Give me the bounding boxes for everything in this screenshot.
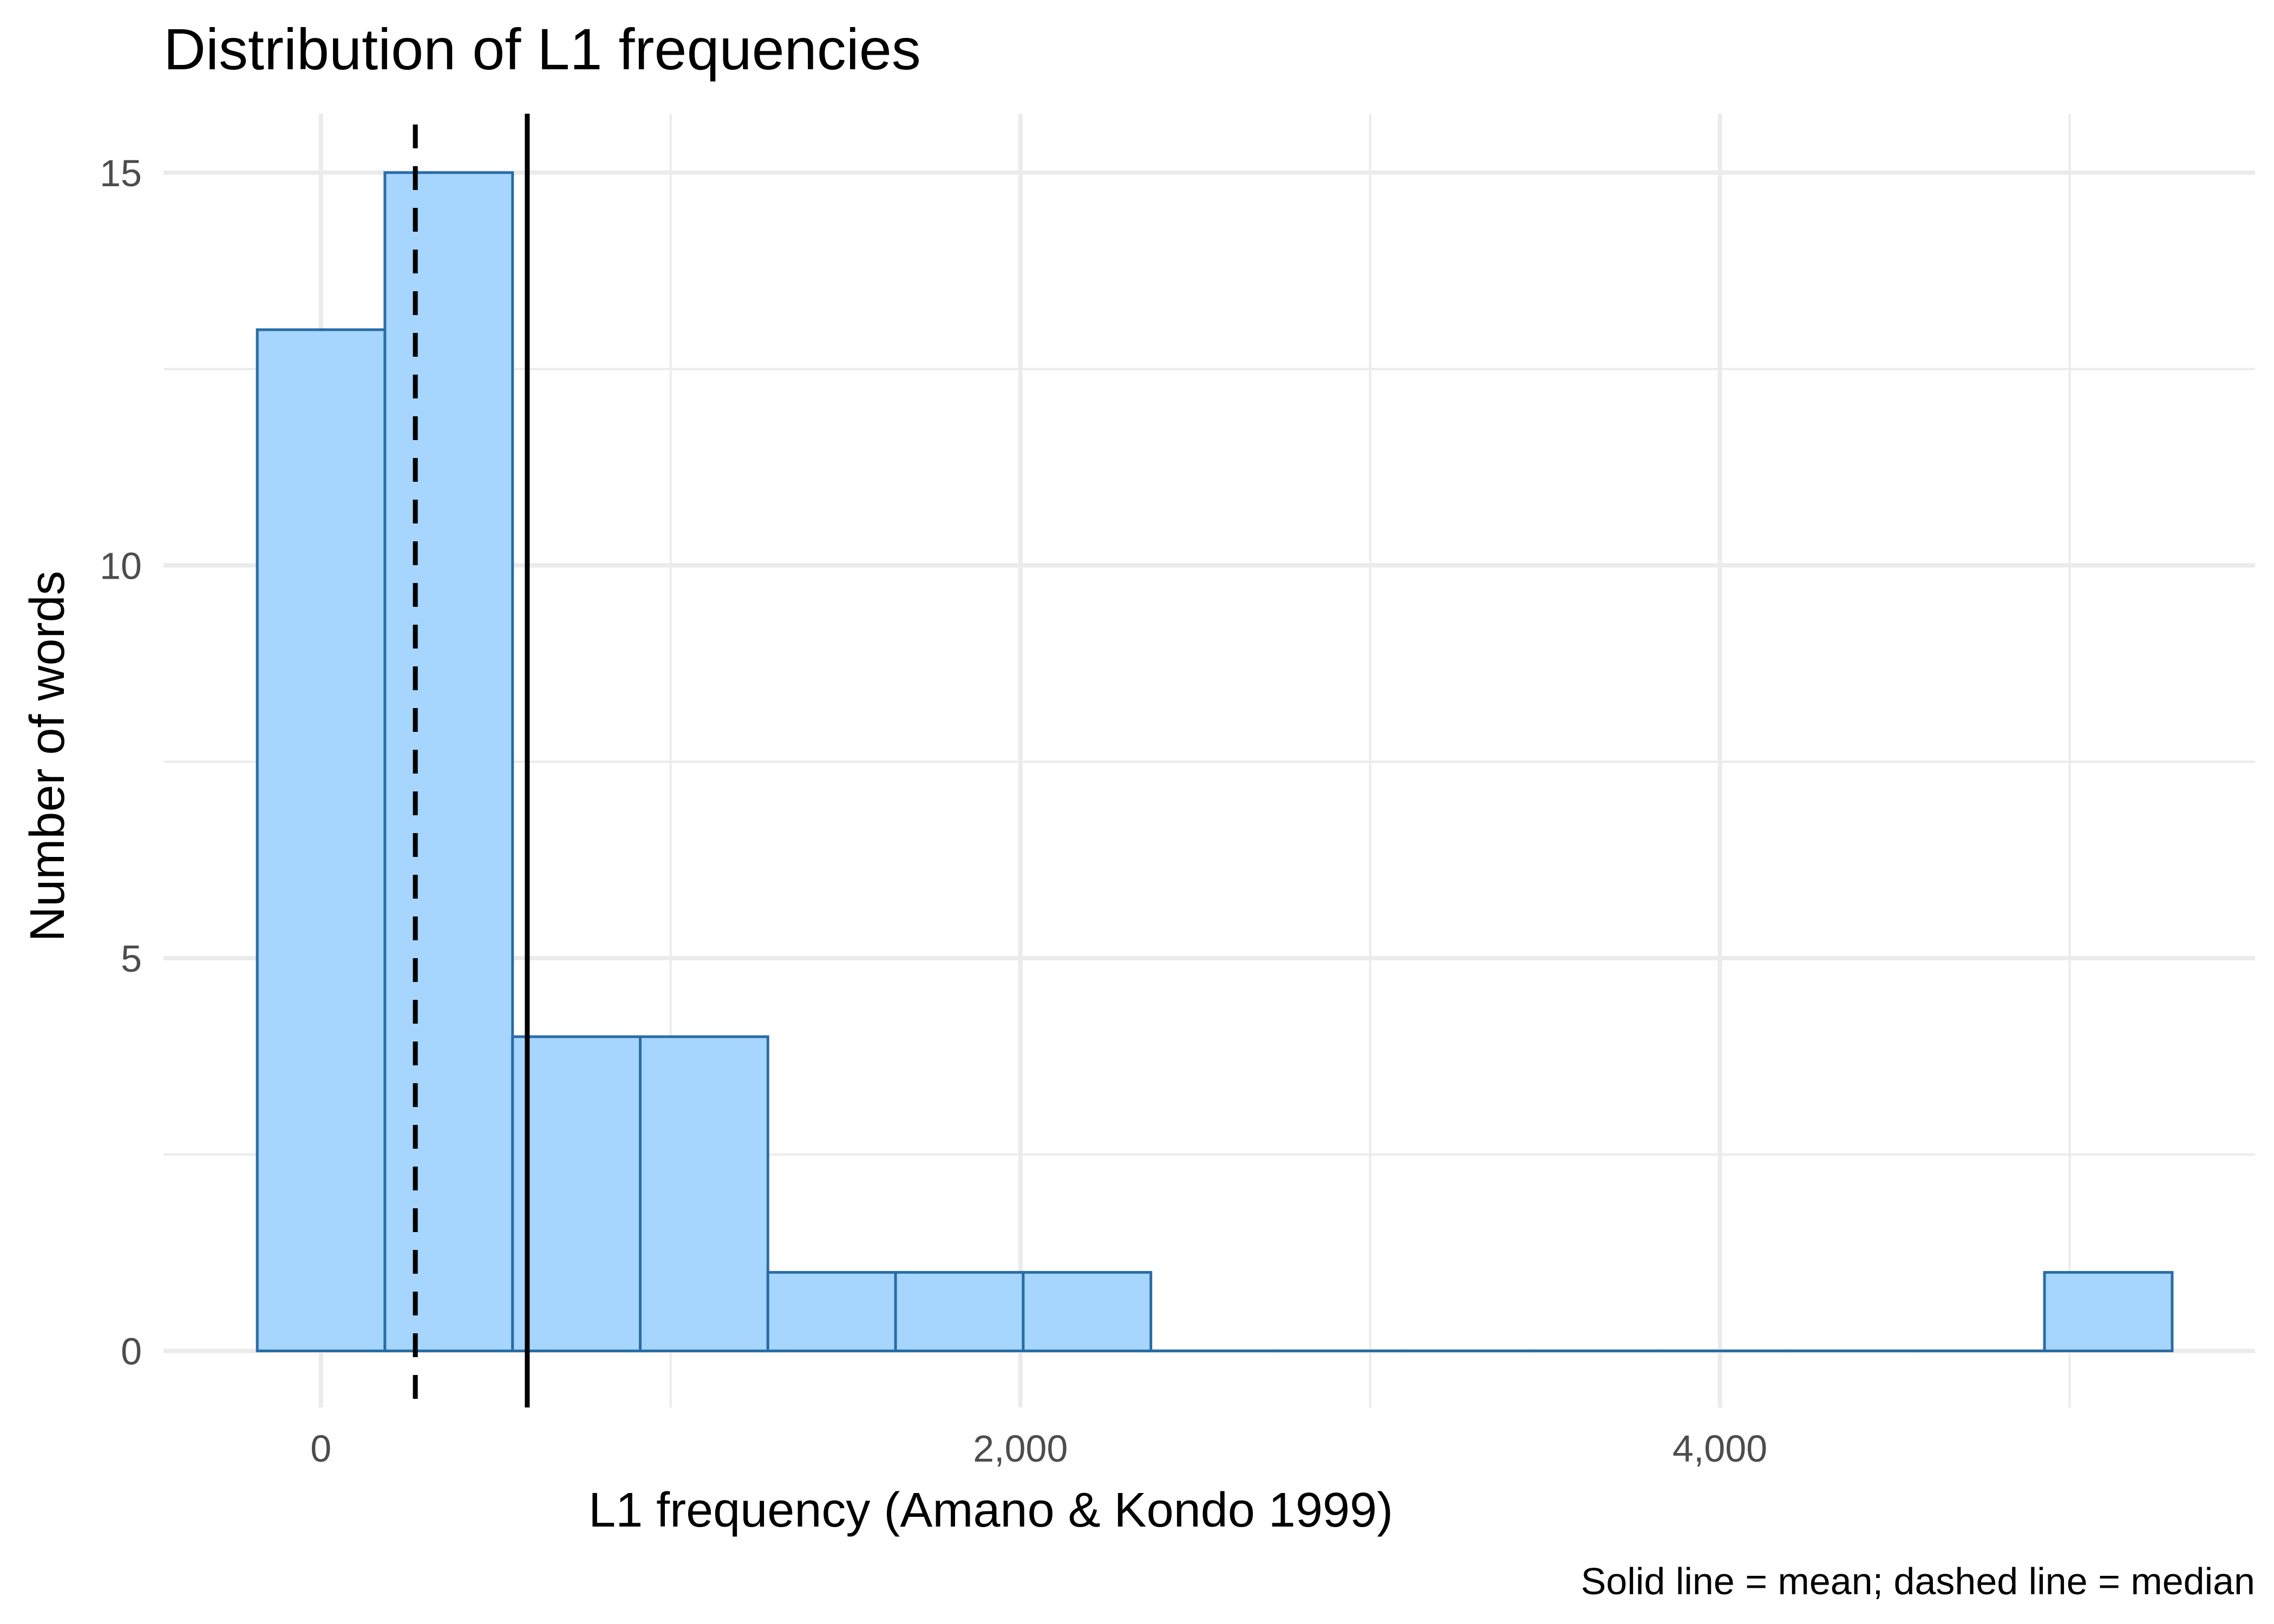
y-tick-label: 15 [100, 152, 142, 194]
histogram-bar [256, 328, 387, 1353]
chart-caption: Solid line = mean; dashed line = median [1581, 1560, 2255, 1602]
y-tick-label: 0 [121, 1331, 142, 1373]
y-tick-label: 5 [121, 938, 142, 980]
x-tick-label: 2,000 [973, 1427, 1068, 1470]
y-tick-label: 10 [100, 545, 142, 587]
x-axis-label: L1 frequency (Amano & Kondo 1999) [589, 1483, 1393, 1537]
histogram-bar [1022, 1271, 1153, 1353]
histogram-bar [383, 171, 514, 1353]
x-tick-label: 0 [310, 1427, 331, 1470]
histogram-bar [2043, 1271, 2174, 1353]
x-tick-label: 4,000 [1672, 1427, 1767, 1470]
reference-lines [413, 114, 530, 1407]
chart-title: Distribution of L1 frequencies [164, 16, 921, 82]
histogram-bars [256, 171, 2174, 1353]
y-axis-label: Number of words [21, 571, 75, 941]
histogram-bar [766, 1271, 897, 1353]
tick-labels: 0 2,000 4,000 0 5 10 15 [100, 152, 1767, 1470]
histogram-bar [894, 1271, 1025, 1353]
histogram-bar [638, 1035, 769, 1353]
histogram-bar [511, 1035, 642, 1353]
